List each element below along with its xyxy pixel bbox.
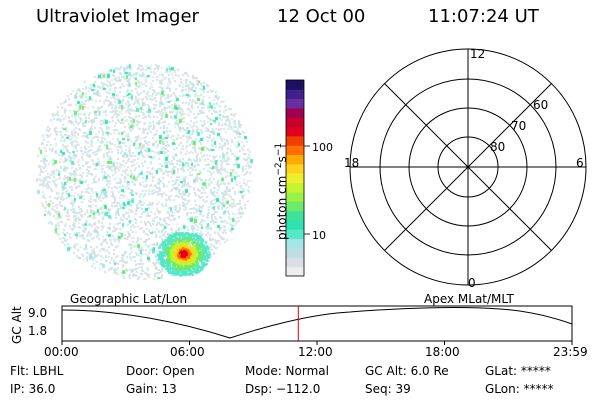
apex-label: Apex MLat/MLT — [424, 292, 514, 306]
polar-ring-60 — [379, 78, 557, 256]
mlt-label-6: 6 — [576, 156, 584, 170]
status-seq: Seq: 39 — [365, 382, 411, 396]
mlt-label-0: 0 — [468, 276, 476, 290]
auroral-image — [28, 56, 258, 286]
status-filter: Flt: LBHL — [10, 364, 64, 378]
colorbar-segment — [286, 173, 304, 184]
colorbar-segment — [286, 108, 304, 118]
status-gain: Gain: 13 — [126, 382, 177, 396]
lat-label-70: 70 — [511, 119, 527, 133]
geographic-label: Geographic Lat/Lon — [70, 292, 188, 306]
date-label: 12 Oct 00 — [277, 6, 366, 27]
status-gc-alt: GC Alt: 6.0 Re — [365, 364, 449, 378]
colorbar-segment — [286, 145, 304, 156]
lat-label-60: 60 — [533, 98, 549, 112]
x-tick-0000: 00:00 — [44, 345, 79, 359]
colorbar-tick-10: 10 — [312, 229, 326, 242]
instrument-title: Ultraviolet Imager — [36, 6, 199, 27]
polar-ring-outer — [349, 48, 587, 286]
status-glon: GLon: ***** — [485, 382, 554, 396]
polar-diagonal-2 — [384, 83, 552, 251]
colorbar-label-sup2: −1 — [274, 142, 284, 157]
colorbar-segments — [286, 80, 304, 277]
status-dsp: Dsp: −112.0 — [245, 382, 321, 396]
colorbar-segment — [286, 154, 304, 165]
x-tick-1800: 18:00 — [425, 345, 460, 359]
status-door: Door: Open — [126, 364, 195, 378]
colorbar-segment — [286, 201, 304, 212]
colorbar-segment — [286, 257, 304, 268]
timeline-frame — [61, 305, 573, 342]
colorbar-segment — [286, 229, 304, 240]
polar-ring-70 — [408, 107, 528, 227]
altitude-curve — [61, 307, 573, 339]
x-tick-1200: 12:00 — [298, 345, 333, 359]
gc-alt-axis-title: GC Alt — [10, 306, 24, 344]
y-tick-9: 9.0 — [28, 306, 48, 320]
colorbar-segment — [286, 136, 304, 146]
gc-alt-axis-text: GC Alt — [10, 306, 24, 344]
colorbar-segment — [286, 238, 304, 249]
colorbar-segment — [286, 126, 304, 137]
colorbar-segment — [286, 182, 304, 193]
colorbar-segment — [286, 89, 304, 100]
mlt-label-18: 18 — [344, 156, 360, 170]
time-label: 11:07:24 UT — [428, 6, 539, 27]
colorbar-segment — [286, 210, 304, 221]
colorbar — [280, 79, 310, 277]
status-glat: GLat: ***** — [485, 364, 551, 378]
colorbar-label: photon cm−2s−1 — [274, 143, 289, 240]
status-ip: IP: 36.0 — [10, 382, 56, 396]
colorbar-segment — [286, 164, 304, 174]
colorbar-tick-100: 100 — [312, 141, 333, 154]
polar-ring-80 — [437, 136, 499, 198]
x-tick-2359: 23:59 — [553, 345, 588, 359]
colorbar-segment — [286, 80, 304, 90]
mlt-label-12: 12 — [470, 47, 486, 61]
status-mode: Mode: Normal — [245, 364, 329, 378]
colorbar-segment — [286, 117, 304, 128]
colorbar-label-s: s — [275, 156, 289, 163]
colorbar-label-unit: photon cm — [275, 175, 289, 240]
x-tick-0600: 06:00 — [170, 345, 205, 359]
colorbar-segment — [286, 220, 304, 230]
polar-diagonal-1 — [384, 83, 552, 251]
colorbar-segment — [286, 266, 304, 277]
colorbar-segment — [286, 248, 304, 258]
colorbar-label-sup1: −2 — [274, 162, 284, 176]
colorbar-segment — [286, 192, 304, 202]
colorbar-segment — [286, 98, 304, 109]
lat-label-80: 80 — [490, 140, 506, 154]
y-tick-1-8: 1.8 — [28, 324, 48, 338]
